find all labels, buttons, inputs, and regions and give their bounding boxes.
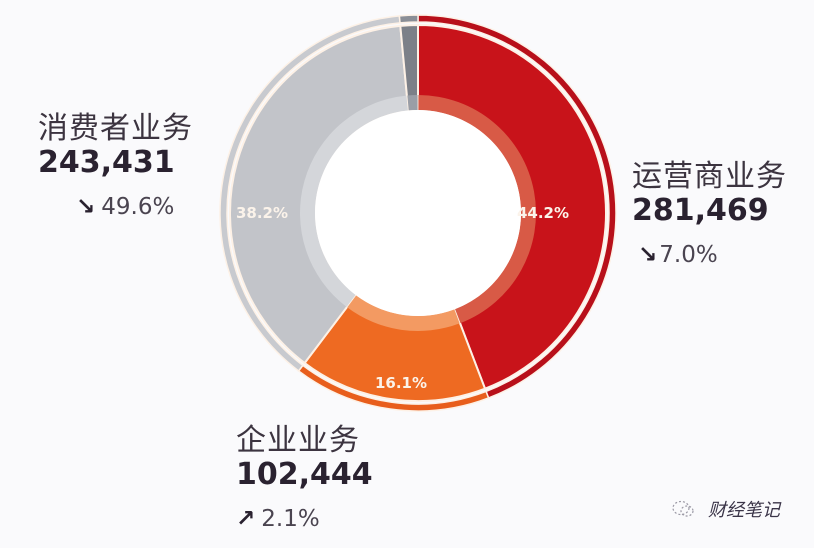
donut-hole [315, 110, 521, 316]
carrier-name: 运营商业务 [632, 159, 787, 194]
consumer-change: ↘ 49.6% [76, 194, 193, 220]
consumer-name: 消费者业务 [38, 111, 193, 146]
donut-inner-ring-1 [347, 295, 460, 332]
donut-outer-band-3 [398, 14, 419, 24]
enterprise-name: 企业业务 [236, 423, 360, 458]
legend-carrier: 运营商业务 281,469 ↘7.0% [632, 159, 787, 269]
enterprise-value: 102,444 [236, 457, 373, 492]
carrier-value: 281,469 [632, 193, 769, 228]
consumer-change-value: 49.6% [101, 194, 175, 220]
donut-inner-ring-3 [407, 95, 418, 111]
legend-consumer: 消费者业务 243,431 ↘ 49.6% [38, 111, 193, 221]
donut-inner-ring-2 [300, 95, 408, 307]
arrow-down-right-icon: ↘ [638, 242, 658, 268]
carrier-change-value: 7.0% [659, 242, 718, 268]
slice-label-consumer: 38.2% [236, 204, 288, 222]
slice-label-enterprise: 16.1% [375, 374, 427, 392]
legend-enterprise: 企业业务 102,444 ↗ 2.1% [236, 423, 373, 533]
consumer-value: 243,431 [38, 145, 175, 180]
arrow-up-right-icon: ↗ [236, 506, 256, 532]
watermark: 财经笔记 [672, 496, 780, 522]
watermark-text: 财经笔记 [708, 500, 780, 521]
donut-inner-rings [300, 95, 536, 332]
slice-label-carrier: 44.2% [517, 204, 569, 222]
donut-inner-ring-0 [418, 95, 536, 324]
carrier-change: ↘7.0% [638, 242, 787, 268]
enterprise-change: ↗ 2.1% [236, 506, 373, 532]
arrow-down-right-icon: ↘ [76, 194, 96, 220]
enterprise-change-value: 2.1% [261, 506, 320, 532]
wechat-icon [672, 500, 694, 517]
